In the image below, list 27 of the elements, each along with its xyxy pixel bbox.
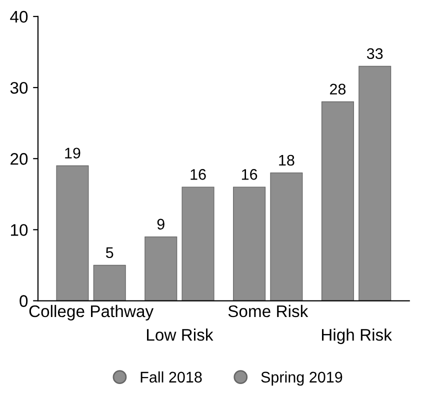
bar	[270, 172, 303, 301]
data-label: 5	[106, 247, 114, 258]
data-label: 19	[65, 148, 80, 159]
data-label: 9	[157, 218, 164, 230]
x-tick-label: Some Risk	[228, 304, 308, 318]
legend-label: Spring 2019	[261, 371, 342, 386]
data-label: 18	[279, 154, 294, 166]
y-tick-label: 40	[10, 10, 28, 23]
bar	[93, 264, 126, 301]
bar	[144, 236, 178, 301]
x-tick-label: College Pathway	[29, 304, 154, 320]
data-label: 16	[190, 169, 206, 180]
y-tick-label: 20	[10, 153, 28, 165]
y-tick-label: 10	[10, 224, 28, 236]
legend-label: Fall 2018	[140, 371, 202, 383]
x-tick-label: High Risk	[322, 328, 392, 344]
bar	[233, 186, 266, 301]
bar	[182, 186, 214, 301]
data-label: 16	[242, 169, 258, 180]
x-tick-label: Low Risk	[147, 328, 214, 341]
y-tick-label: 30	[10, 82, 28, 94]
bar	[56, 165, 89, 301]
bar	[358, 66, 392, 301]
data-label: 33	[366, 48, 383, 60]
data-label: 28	[330, 84, 346, 95]
bar	[321, 101, 354, 301]
y-tick-label: 0	[20, 295, 28, 307]
